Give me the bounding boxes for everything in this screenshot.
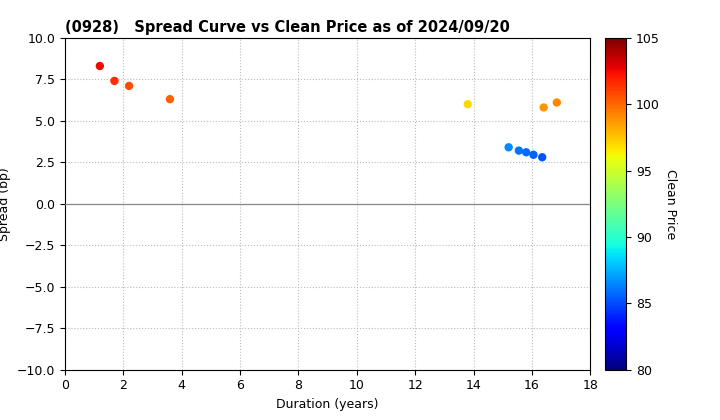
- Point: [528, 151, 539, 158]
- X-axis label: Duration (years): Duration (years): [276, 398, 379, 411]
- Point: [123, 83, 135, 89]
- Point: [551, 99, 562, 106]
- Point: [164, 96, 176, 102]
- Point: [109, 78, 120, 84]
- Point: [513, 147, 525, 154]
- Point: [521, 149, 532, 156]
- Y-axis label: Clean Price: Clean Price: [664, 168, 677, 239]
- Point: [503, 144, 514, 151]
- Point: [538, 104, 549, 111]
- Text: (0928)   Spread Curve vs Clean Price as of 2024/09/20: (0928) Spread Curve vs Clean Price as of…: [65, 20, 510, 35]
- Point: [462, 101, 474, 108]
- Point: [536, 154, 548, 160]
- Y-axis label: Spread (bp): Spread (bp): [0, 167, 11, 241]
- Point: [94, 63, 106, 69]
